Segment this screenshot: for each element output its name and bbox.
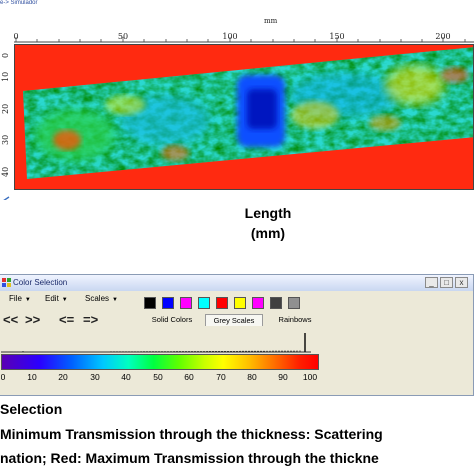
menu-bar: File ▼ Edit ▼ Scales ▼: [0, 294, 473, 307]
close-button[interactable]: x: [455, 277, 468, 288]
color-swatch-magenta-2[interactable]: [252, 297, 264, 309]
color-swatch-dark-grey[interactable]: [270, 297, 282, 309]
scale-tick-label: 30: [90, 372, 100, 382]
scale-tick-label: 20: [58, 372, 68, 382]
fast-forward-button[interactable]: >>: [25, 312, 41, 327]
x-axis-ruler: [14, 37, 474, 43]
menu-scales[interactable]: Scales ▼: [85, 294, 118, 303]
length-label-line1: Length: [244, 205, 292, 221]
caption-line-1: Selection: [0, 401, 63, 417]
color-swatch-red[interactable]: [216, 297, 228, 309]
rewind-button[interactable]: <<: [3, 312, 19, 327]
scale-tick-label: 10: [27, 372, 37, 382]
x-tick-label: 50: [117, 32, 129, 41]
y-tick-label: 0: [1, 52, 10, 58]
x-tick-label: 0: [13, 32, 19, 41]
x-tick-label: 200: [435, 32, 451, 41]
scan-window-title: e-> Simulador: [0, 0, 38, 6]
color-swatch-blue[interactable]: [162, 297, 174, 309]
length-axis-label: Length (mm): [0, 203, 474, 243]
scale-tick-label: 80: [247, 372, 257, 382]
menu-scales-label: Scales: [85, 294, 110, 303]
scale-tick-label: 0: [0, 372, 6, 382]
y-tick-label: 40: [1, 166, 10, 177]
scale-tick-label: 50: [153, 372, 163, 382]
scale-tick-label: 60: [184, 372, 194, 382]
tab-grey-scales[interactable]: Grey Scales: [205, 314, 263, 326]
scale-tick-label: 70: [216, 372, 226, 382]
scale-tick-label: 40: [121, 372, 131, 382]
color-swatch-black[interactable]: [144, 297, 156, 309]
chevron-down-icon: ▼: [61, 297, 68, 303]
color-swatch-cyan[interactable]: [198, 297, 210, 309]
caption-line-3: nation; Red: Maximum Transmission throug…: [0, 450, 379, 466]
color-swatch-magenta[interactable]: [180, 297, 192, 309]
menu-edit[interactable]: Edit ▼: [45, 294, 68, 303]
menu-file-label: File: [9, 294, 22, 303]
scale-tick-label: 100: [302, 372, 318, 382]
chevron-down-icon: ▼: [24, 297, 31, 303]
c-scan-image: [14, 44, 474, 190]
menu-file[interactable]: File ▼: [9, 294, 31, 303]
chevron-down-icon: ▼: [112, 297, 118, 303]
rainbow-color-scale[interactable]: [1, 354, 319, 370]
minimize-button[interactable]: _: [425, 277, 438, 288]
length-arrow-icon: [3, 196, 10, 200]
maximize-button[interactable]: □: [440, 277, 453, 288]
x-axis-unit-label: mm: [264, 17, 278, 25]
y-tick-label: 20: [1, 103, 10, 114]
y-tick-label: 30: [1, 134, 10, 145]
tab-solid-colors[interactable]: Solid Colors: [151, 315, 193, 324]
scale-tick-label: 90: [278, 372, 288, 382]
value-histogram: [1, 333, 311, 353]
palette-icon: [2, 278, 11, 287]
y-tick-label: 10: [1, 71, 10, 82]
caption-line-2: Minimum Transmission through the thickne…: [0, 426, 383, 442]
redo-button[interactable]: =>: [83, 312, 99, 327]
tab-rainbows[interactable]: Rainbows: [278, 315, 312, 324]
length-label-line2: (mm): [250, 225, 286, 241]
color-swatch-grey[interactable]: [288, 297, 300, 309]
color-swatch-yellow[interactable]: [234, 297, 246, 309]
c-scan-panel: e-> Simulador mm 0 50 100 150 200 0 10 2…: [0, 0, 474, 200]
dialog-title: Color Selection: [13, 278, 68, 287]
color-selection-dialog: Color Selection _ □ x File ▼ Edit ▼ Scales…: [0, 274, 474, 396]
dialog-titlebar[interactable]: Color Selection _ □ x: [0, 275, 473, 291]
x-tick-label: 150: [329, 32, 345, 41]
undo-button[interactable]: <=: [59, 312, 75, 327]
menu-edit-label: Edit: [45, 294, 59, 303]
x-tick-label: 100: [222, 32, 238, 41]
